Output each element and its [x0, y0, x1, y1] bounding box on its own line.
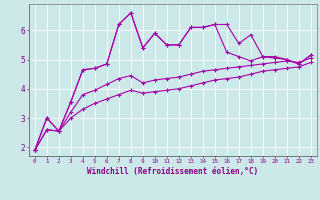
X-axis label: Windchill (Refroidissement éolien,°C): Windchill (Refroidissement éolien,°C) — [87, 167, 258, 176]
